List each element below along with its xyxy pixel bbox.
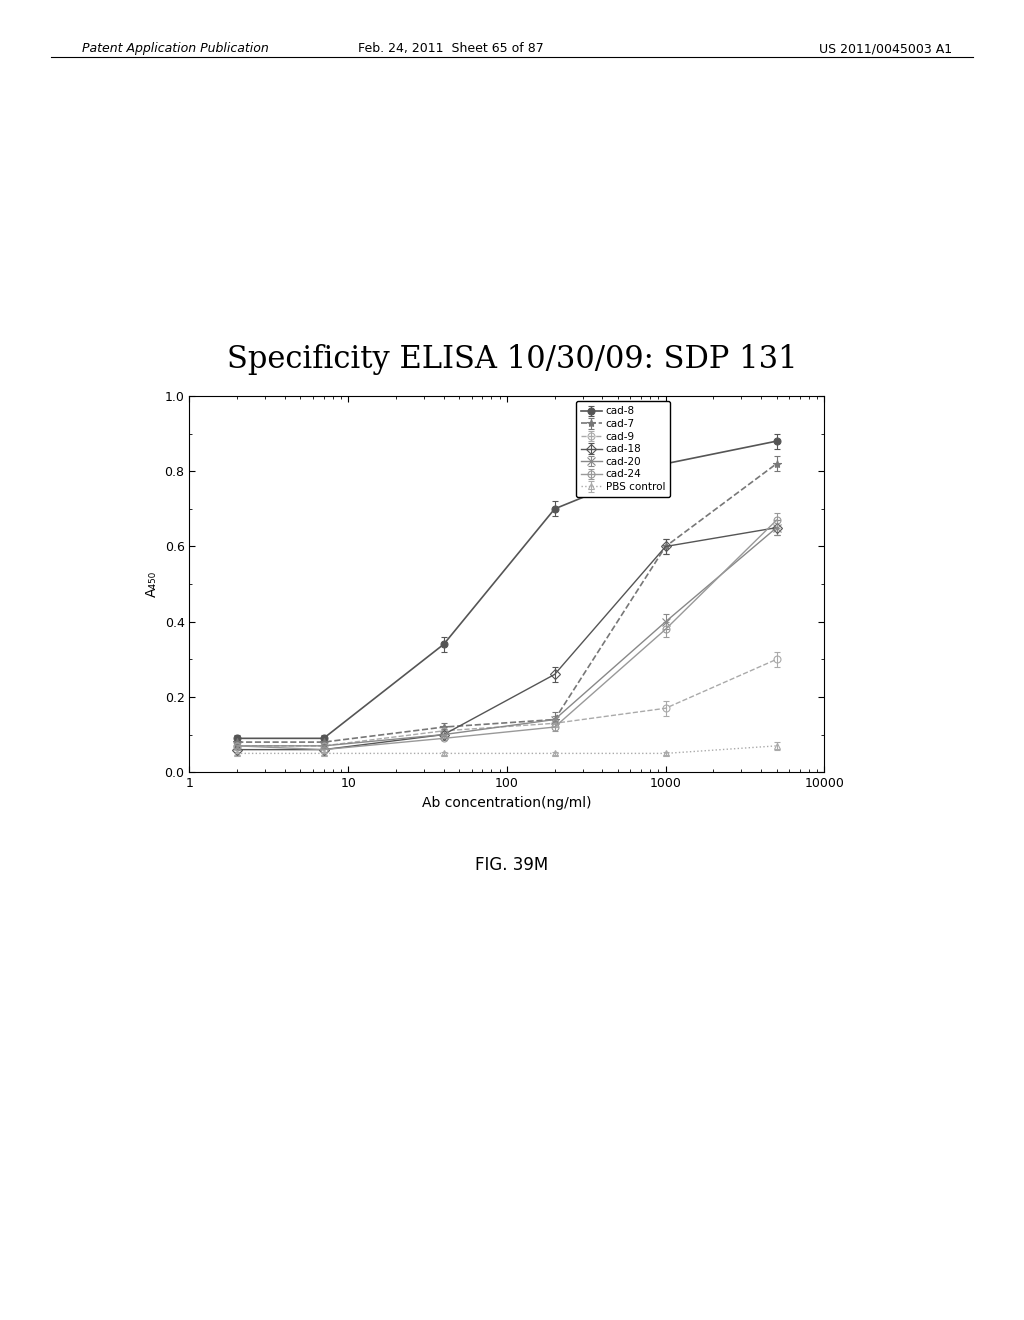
Text: US 2011/0045003 A1: US 2011/0045003 A1: [819, 42, 952, 55]
Text: Patent Application Publication: Patent Application Publication: [82, 42, 268, 55]
Text: Feb. 24, 2011  Sheet 65 of 87: Feb. 24, 2011 Sheet 65 of 87: [357, 42, 544, 55]
Text: FIG. 39M: FIG. 39M: [475, 855, 549, 874]
Text: Specificity ELISA 10/30/09: SDP 131: Specificity ELISA 10/30/09: SDP 131: [226, 343, 798, 375]
Y-axis label: A₄₅₀: A₄₅₀: [145, 572, 159, 597]
Legend: cad-8, cad-7, cad-9, cad-18, cad-20, cad-24, PBS control: cad-8, cad-7, cad-9, cad-18, cad-20, cad…: [575, 401, 671, 498]
X-axis label: Ab concentration(ng/ml): Ab concentration(ng/ml): [422, 796, 592, 809]
